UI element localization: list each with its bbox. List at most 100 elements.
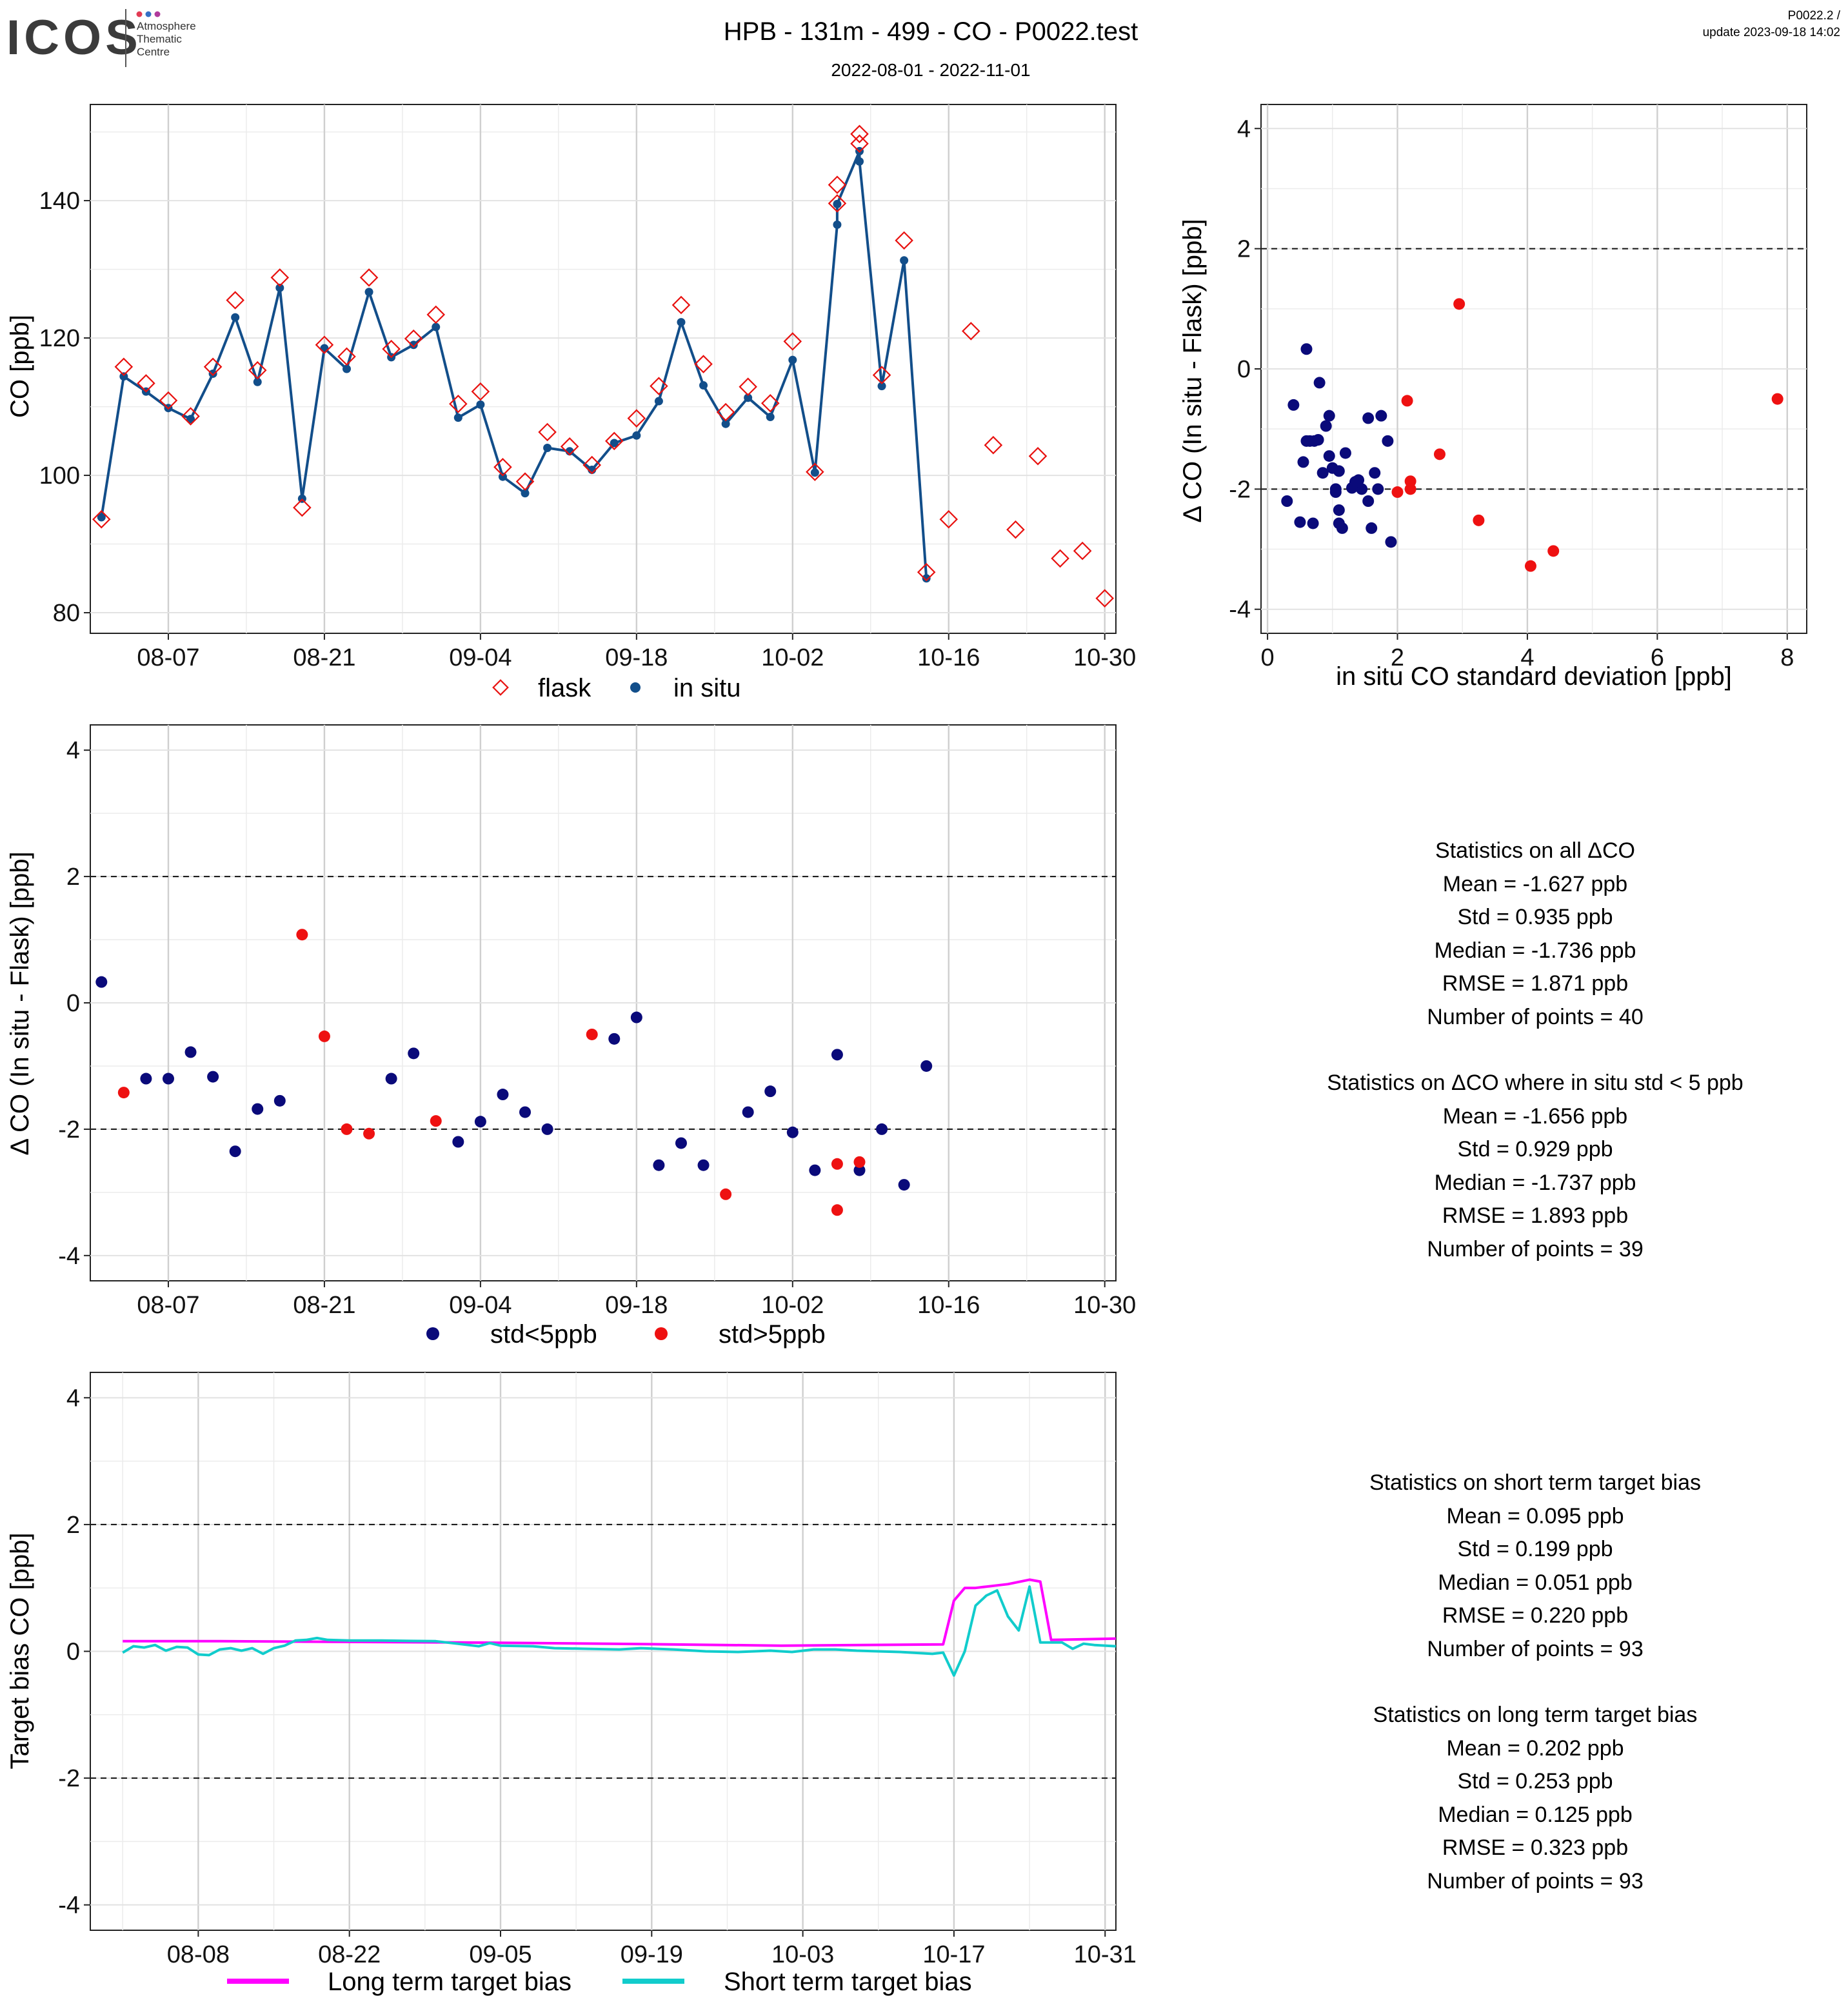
x-tick-label: 10-02 xyxy=(761,644,824,671)
std-high-point xyxy=(853,1156,866,1168)
std-low-point xyxy=(1281,495,1293,507)
insitu-point xyxy=(521,489,530,498)
co_timeseries-grid xyxy=(90,104,1116,633)
flask-point xyxy=(293,498,312,517)
flask-point xyxy=(1073,541,1092,560)
x-tick-label: 6 xyxy=(1651,644,1664,671)
y-tick-label: 140 xyxy=(39,188,80,215)
flask-point xyxy=(627,409,646,428)
legend-longterm-label: Long term target bias xyxy=(328,1968,571,1996)
std-high-point xyxy=(1404,483,1416,495)
insitu-point xyxy=(855,157,864,166)
stats-lt5-std: Std = 0.929 ppb xyxy=(1457,1137,1613,1162)
std-high-point xyxy=(1391,486,1404,499)
flask-point xyxy=(471,382,490,401)
y-tick-label: 2 xyxy=(1237,236,1251,263)
y-tick-label: 4 xyxy=(1237,115,1251,143)
panel-delta-timeseries: Δ CO (In situ - Flask) [ppb] std<5ppb st… xyxy=(6,851,826,1349)
flask-point xyxy=(962,322,980,341)
std-low-point xyxy=(1297,456,1309,468)
insitu-point xyxy=(900,256,909,265)
std-high-point xyxy=(1547,545,1560,557)
flask-point xyxy=(984,435,1003,455)
insitu-point xyxy=(543,443,552,452)
y-tick-label: 4 xyxy=(66,1385,80,1412)
x-tick-label: 0 xyxy=(1261,644,1275,671)
flask-point xyxy=(1051,549,1069,568)
y-tick-label: -2 xyxy=(58,1116,80,1143)
flask-point xyxy=(850,124,869,144)
std-low-point xyxy=(1372,483,1384,495)
std-low-point xyxy=(786,1126,799,1138)
std-low-point xyxy=(184,1046,197,1058)
std-high-point xyxy=(1453,298,1465,310)
target_bias-plot: 08-08 08-22 09-05 09-19 10-03 10-17 10-31 -4 -2 0… xyxy=(58,1372,1137,1968)
flask-point xyxy=(1006,520,1025,539)
y-tick-label: -2 xyxy=(58,1765,80,1792)
insitu-point xyxy=(498,472,507,481)
y-tick-label: 0 xyxy=(1237,356,1251,383)
insitu-point xyxy=(231,313,240,322)
x-tick-label: 10-16 xyxy=(917,1292,980,1319)
std-low-point xyxy=(519,1106,532,1118)
version-label: P0022.2 / xyxy=(1788,9,1841,23)
x-tick-label: 8 xyxy=(1780,644,1794,671)
std-low-point xyxy=(898,1179,910,1191)
std-low-point xyxy=(1333,504,1345,516)
flask-point xyxy=(828,194,847,213)
insitu-point xyxy=(253,377,262,386)
std-low-point xyxy=(207,1071,219,1083)
flask-point xyxy=(449,395,468,413)
std-low-point xyxy=(1339,447,1351,459)
std-low-point xyxy=(764,1085,777,1098)
std-low-point xyxy=(1307,517,1319,529)
insitu-point xyxy=(432,322,441,331)
std-low-point xyxy=(1323,410,1335,422)
std-high-point xyxy=(341,1123,353,1135)
y-tick-label: 0 xyxy=(66,1639,80,1666)
flask-point xyxy=(359,268,379,287)
insitu-point xyxy=(186,415,195,424)
co_timeseries-plot: 08-07 08-21 09-04 09-18 10-02 10-16 10-30 80 100… xyxy=(39,104,1136,671)
std-low-point xyxy=(876,1123,888,1135)
std-low-point xyxy=(385,1073,397,1085)
insitu-point xyxy=(453,413,462,422)
logo-dot-blue xyxy=(145,11,152,17)
icos-logo: ICOS Atmosphere Thematic Centre xyxy=(6,9,196,67)
x-tick-label: 10-17 xyxy=(922,1941,985,1968)
x-tick-label: 08-07 xyxy=(137,644,199,671)
flask-point xyxy=(582,455,602,475)
x-tick-label: 10-02 xyxy=(761,1292,824,1319)
x-tick-label: 08-08 xyxy=(167,1941,230,1968)
std-high-point xyxy=(831,1204,843,1216)
x-tick-label: 08-21 xyxy=(293,644,355,671)
stats-long-std: Std = 0.253 ppb xyxy=(1457,1769,1613,1794)
std-low-point xyxy=(630,1011,642,1023)
bias-ylabel: Target bias CO [ppb] xyxy=(6,1533,34,1770)
stats-long-rmse: RMSE = 0.323 ppb xyxy=(1442,1835,1629,1860)
update-label: update 2023-09-18 14:02 xyxy=(1703,26,1840,39)
flask-point xyxy=(270,268,290,287)
stats-long-median: Median = 0.125 ppb xyxy=(1438,1802,1633,1827)
stats-short-mean: Mean = 0.095 ppb xyxy=(1446,1503,1624,1528)
stats-all-title: Statistics on all ΔCO xyxy=(1435,838,1635,863)
std-low-point xyxy=(1326,462,1338,474)
stats-long-mean: Mean = 0.202 ppb xyxy=(1446,1735,1624,1761)
flask-point xyxy=(604,431,624,451)
x-tick-label: 10-03 xyxy=(771,1941,834,1968)
std-low-point xyxy=(95,976,108,988)
y-tick-label: -4 xyxy=(58,1243,80,1270)
std-low-point xyxy=(229,1145,241,1158)
panel-co-timeseries: CO [ppb] flask in situ xyxy=(6,315,741,702)
std-low-point xyxy=(1287,399,1300,411)
insitu-point xyxy=(343,364,351,373)
std-high-point xyxy=(363,1127,375,1140)
co-legend: flask in situ xyxy=(492,674,741,702)
std-low-point xyxy=(1316,467,1329,479)
std-high-point xyxy=(1401,395,1413,407)
x-tick-label: 10-31 xyxy=(1074,1941,1137,1968)
stats-lt5-median: Median = -1.737 ppb xyxy=(1434,1170,1636,1195)
insitu-point xyxy=(833,199,842,208)
legend-insitu-marker xyxy=(630,682,641,693)
x-tick-label: 09-04 xyxy=(449,644,512,671)
